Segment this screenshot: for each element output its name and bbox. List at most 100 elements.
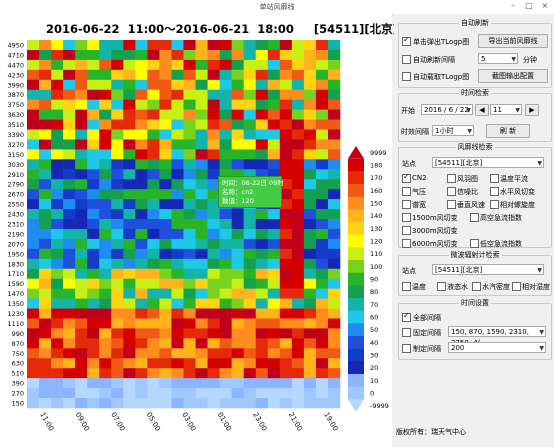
heatmap-cell[interactable]: [315, 328, 329, 339]
heatmap-cell[interactable]: [75, 189, 88, 200]
wind-option-checkbox[interactable]: [402, 200, 411, 209]
heatmap-cell[interactable]: [147, 189, 160, 200]
heatmap-cell[interactable]: [279, 179, 293, 190]
heatmap-cell[interactable]: [195, 189, 208, 200]
heatmap-cell[interactable]: [171, 318, 184, 329]
heatmap-cell[interactable]: [135, 328, 148, 339]
heatmap-cell[interactable]: [39, 129, 52, 140]
heatmap-cell[interactable]: [99, 139, 112, 150]
heatmap-cell[interactable]: [123, 348, 136, 359]
heatmap-cell[interactable]: [51, 278, 64, 289]
heatmap-cell[interactable]: [171, 159, 184, 170]
heatmap-cell[interactable]: [243, 398, 257, 409]
heatmap-cell[interactable]: [291, 79, 305, 91]
heatmap-cell[interactable]: [135, 209, 148, 220]
heatmap-cell[interactable]: [111, 89, 124, 100]
heatmap-cell[interactable]: [195, 298, 208, 309]
heatmap-cell[interactable]: [111, 388, 124, 399]
heatmap-cell[interactable]: [99, 79, 112, 91]
screenshot-config-button[interactable]: 截图输出配置: [478, 69, 548, 83]
heatmap-cell[interactable]: [291, 109, 305, 120]
heatmap-cell[interactable]: [159, 308, 172, 319]
heatmap-cell[interactable]: [207, 328, 220, 339]
heatmap-cell[interactable]: [183, 119, 196, 130]
heatmap-cell[interactable]: [195, 219, 208, 230]
heatmap-cell[interactable]: [63, 338, 76, 349]
heatmap-cell[interactable]: [75, 49, 88, 61]
heatmap-cell[interactable]: [231, 40, 244, 51]
heatmap-cell[interactable]: [75, 368, 88, 379]
heatmap-cell[interactable]: [279, 338, 293, 349]
heatmap-cell[interactable]: [63, 308, 76, 319]
heatmap-cell[interactable]: [27, 99, 40, 110]
heatmap-cell[interactable]: [147, 169, 160, 180]
heatmap-cell[interactable]: [315, 139, 329, 150]
heatmap-cell[interactable]: [255, 358, 269, 369]
heatmap-cell[interactable]: [159, 99, 172, 110]
heatmap-cell[interactable]: [315, 69, 329, 81]
wind-option-checkbox[interactable]: [490, 174, 499, 183]
heatmap-cell[interactable]: [303, 268, 317, 280]
heatmap-cell[interactable]: [207, 258, 220, 270]
heatmap-cell[interactable]: [327, 278, 341, 289]
heatmap-cell[interactable]: [267, 209, 281, 220]
heatmap-cell[interactable]: [159, 209, 172, 220]
heatmap-cell[interactable]: [291, 368, 305, 379]
heatmap-cell[interactable]: [75, 99, 88, 110]
heatmap-cell[interactable]: [315, 89, 329, 100]
wind-option-checkbox[interactable]: [447, 174, 456, 183]
heatmap-cell[interactable]: [231, 248, 244, 260]
heatmap-cell[interactable]: [27, 129, 40, 140]
heatmap-cell[interactable]: [171, 139, 184, 150]
heatmap-cell[interactable]: [147, 368, 160, 379]
heatmap-cell[interactable]: [219, 209, 232, 220]
heatmap-cell[interactable]: [39, 189, 52, 200]
heatmap-cell[interactable]: [315, 40, 329, 51]
heatmap-cell[interactable]: [51, 328, 64, 339]
heatmap-cell[interactable]: [315, 288, 329, 299]
heatmap-cell[interactable]: [315, 308, 329, 319]
heatmap-cell[interactable]: [159, 388, 172, 399]
heatmap-cell[interactable]: [267, 79, 281, 91]
heatmap-cell[interactable]: [111, 209, 124, 220]
heatmap-cell[interactable]: [147, 59, 160, 71]
heatmap-cell[interactable]: [183, 40, 196, 51]
heatmap-cell[interactable]: [231, 169, 244, 180]
wind-option-checkbox[interactable]: [470, 213, 479, 222]
heatmap-cell[interactable]: [195, 358, 208, 369]
heatmap-cell[interactable]: [27, 169, 40, 180]
heatmap-cell[interactable]: [123, 358, 136, 369]
heatmap-cell[interactable]: [231, 209, 244, 220]
heatmap-cell[interactable]: [291, 328, 305, 339]
heatmap-cell[interactable]: [159, 89, 172, 100]
heatmap-cell[interactable]: [303, 328, 317, 339]
heatmap-cell[interactable]: [87, 40, 100, 51]
heatmap-cell[interactable]: [123, 40, 136, 51]
heatmap-cell[interactable]: [63, 149, 76, 160]
heatmap-cell[interactable]: [231, 219, 244, 230]
heatmap-cell[interactable]: [39, 59, 52, 71]
heatmap-cell[interactable]: [219, 59, 232, 71]
heatmap-cell[interactable]: [219, 328, 232, 339]
heatmap-cell[interactable]: [63, 378, 76, 389]
heatmap-cell[interactable]: [135, 308, 148, 319]
heatmap-cell[interactable]: [75, 59, 88, 71]
heatmap-cell[interactable]: [159, 169, 172, 180]
heatmap-cell[interactable]: [243, 318, 257, 329]
heatmap-cell[interactable]: [327, 358, 341, 369]
heatmap-cell[interactable]: [183, 308, 196, 319]
heatmap-cell[interactable]: [279, 119, 293, 130]
heatmap-cell[interactable]: [207, 378, 220, 389]
heatmap-cell[interactable]: [51, 209, 64, 220]
heatmap-cell[interactable]: [171, 79, 184, 91]
heatmap-cell[interactable]: [159, 149, 172, 160]
heatmap-cell[interactable]: [315, 368, 329, 379]
heatmap-cell[interactable]: [255, 338, 269, 349]
heatmap-cell[interactable]: [123, 179, 136, 190]
heatmap-cell[interactable]: [327, 348, 341, 359]
heatmap-cell[interactable]: [159, 159, 172, 170]
heatmap-cell[interactable]: [231, 59, 244, 71]
heatmap-cell[interactable]: [219, 119, 232, 130]
heatmap-cell[interactable]: [159, 328, 172, 339]
heatmap-cell[interactable]: [231, 318, 244, 329]
